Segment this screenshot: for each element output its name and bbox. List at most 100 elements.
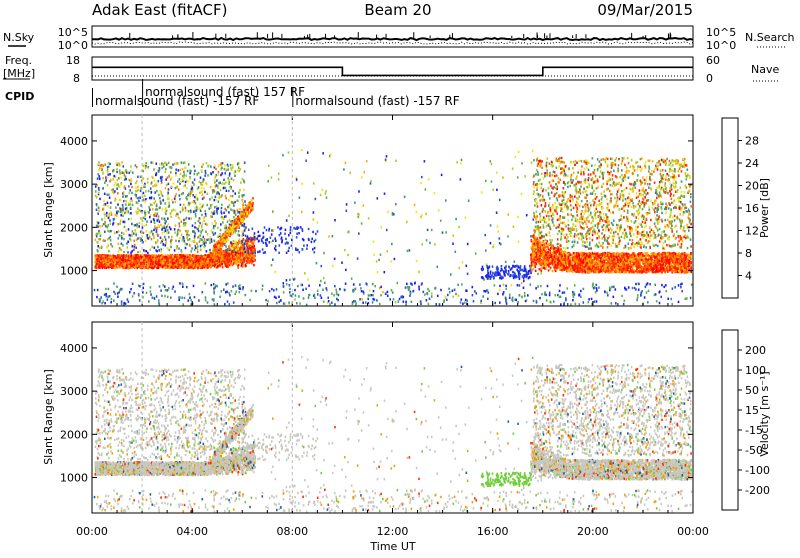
power-cell (237, 267, 239, 269)
power-cell (521, 193, 523, 195)
freq-left-label-1: Freq. (5, 54, 32, 67)
power-cell (178, 169, 180, 171)
power-cell (116, 231, 118, 233)
power-cell (226, 238, 228, 240)
power-cell (113, 175, 115, 177)
power-cell (376, 299, 378, 301)
power-cell (105, 260, 107, 262)
power-cell (154, 215, 156, 217)
power-cell (171, 167, 173, 169)
power-cell (238, 195, 240, 197)
power-cell (135, 210, 137, 212)
power-cell (294, 298, 296, 300)
power-cell (312, 248, 314, 250)
power-cell (509, 294, 511, 296)
power-cell (203, 255, 205, 257)
power-cell (108, 194, 110, 196)
power-cell (271, 241, 273, 243)
power-cell (615, 288, 617, 290)
power-cell (358, 232, 360, 234)
power-cell (249, 240, 251, 242)
power-cell (117, 296, 119, 298)
power-cell (244, 259, 246, 261)
power-cell (124, 226, 126, 228)
power-cell (194, 210, 196, 212)
power-cell (181, 162, 183, 164)
power-cell (281, 237, 283, 239)
power-cell (146, 259, 148, 261)
power-cell (331, 302, 333, 304)
power-cell (113, 300, 115, 302)
power-cell (233, 249, 235, 251)
power-cell (499, 242, 501, 244)
power-cell (251, 257, 253, 259)
power-cell (145, 167, 147, 169)
power-cell (189, 297, 191, 299)
power-cell (220, 210, 222, 212)
power-cell (239, 234, 241, 236)
power-cell (161, 167, 163, 169)
power-cell (198, 256, 200, 258)
power-cell (638, 289, 640, 291)
power-cell (125, 195, 127, 197)
power-cell (101, 168, 103, 170)
power-cell (186, 258, 188, 260)
power-cell (185, 242, 187, 244)
power-cell (123, 191, 125, 193)
power-cell (157, 246, 159, 248)
power-cell (206, 239, 208, 241)
power-cell (238, 248, 240, 250)
power-cell (197, 267, 199, 269)
power-cell (198, 219, 200, 221)
power-cell (178, 240, 180, 242)
noise-right-label: N.Search (745, 31, 795, 44)
power-cell (182, 265, 184, 267)
power-cell (252, 207, 254, 209)
power-cell (284, 233, 286, 235)
power-cell (116, 286, 118, 288)
power-cell (228, 199, 230, 201)
power-cell (207, 258, 209, 260)
power-cell (225, 260, 227, 262)
power-cell (205, 282, 207, 284)
power-cell (116, 171, 118, 173)
power-cell (111, 259, 113, 261)
power-cell (271, 288, 273, 290)
power-cell (288, 247, 290, 249)
power-cell (330, 154, 332, 156)
power-cell (239, 215, 241, 217)
power-cell (411, 283, 413, 285)
power-cell (168, 232, 170, 234)
power-cell (290, 226, 292, 228)
power-cell (125, 178, 127, 180)
power-cell (232, 285, 234, 287)
power-cell (200, 183, 202, 185)
power-cell (411, 301, 413, 303)
power-cell (215, 199, 217, 201)
power-cell (511, 284, 513, 286)
power-cell (258, 231, 260, 233)
power-cell (110, 239, 112, 241)
power-cell (205, 172, 207, 174)
power-cell (218, 171, 220, 173)
power-cell (99, 300, 101, 302)
power-cell (523, 280, 525, 282)
power-cell (178, 222, 180, 224)
power-cell (637, 297, 639, 299)
power-cell (118, 243, 120, 245)
power-cell (244, 251, 246, 253)
power-cell (460, 162, 462, 164)
power-cell (135, 194, 137, 196)
power-cell (188, 202, 190, 204)
power-cell (177, 180, 179, 182)
power-cell (96, 233, 98, 235)
power-cell (490, 160, 492, 162)
power-cell (202, 163, 204, 165)
power-cell (226, 190, 228, 192)
power-cell (100, 262, 102, 264)
power-cell (232, 195, 234, 197)
power-cell (366, 160, 368, 162)
power-cell (143, 225, 145, 227)
power-cell (192, 194, 194, 196)
